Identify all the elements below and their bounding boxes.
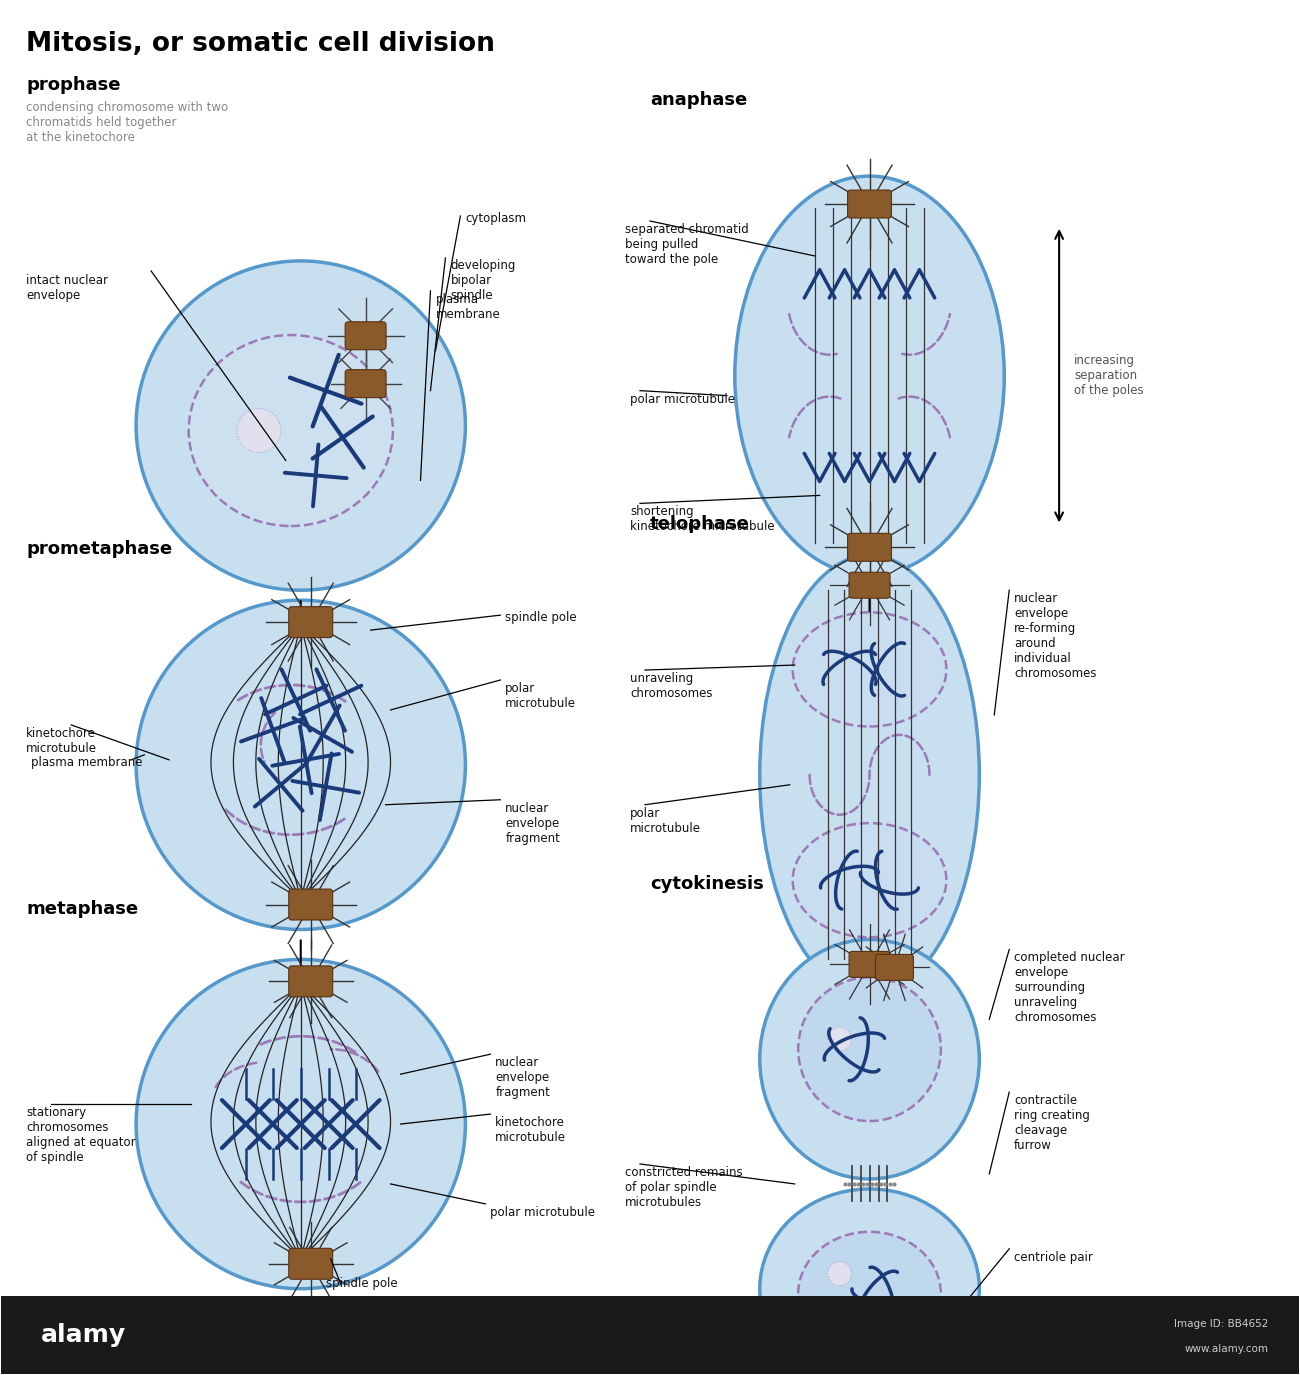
- Ellipse shape: [798, 978, 941, 1121]
- Text: spindle pole: spindle pole: [506, 610, 577, 624]
- Text: shortening
kinetochore microtubule: shortening kinetochore microtubule: [630, 506, 775, 534]
- Text: anaphase: anaphase: [650, 91, 748, 109]
- FancyBboxPatch shape: [849, 572, 890, 598]
- Text: telophase: telophase: [650, 516, 750, 534]
- Text: polar
microtubule: polar microtubule: [506, 682, 576, 710]
- Circle shape: [828, 1027, 852, 1052]
- Text: polar
microtubule: polar microtubule: [630, 807, 701, 835]
- Ellipse shape: [136, 261, 465, 590]
- Text: polar microtubule: polar microtubule: [630, 393, 734, 406]
- Ellipse shape: [759, 939, 979, 1178]
- Circle shape: [237, 408, 281, 452]
- Text: intact nuclear
envelope: intact nuclear envelope: [26, 274, 108, 302]
- Ellipse shape: [759, 556, 979, 994]
- Text: plasma
membrane: plasma membrane: [436, 293, 500, 320]
- FancyBboxPatch shape: [848, 190, 892, 219]
- Text: condensing chromosome with two
chromatids held together
at the kinetochore: condensing chromosome with two chromatid…: [26, 102, 229, 144]
- Text: cytokinesis: cytokinesis: [650, 874, 764, 892]
- FancyBboxPatch shape: [346, 370, 386, 397]
- Text: spindle pole: spindle pole: [326, 1277, 398, 1290]
- Ellipse shape: [759, 1189, 979, 1375]
- Text: increasing
separation
of the poles: increasing separation of the poles: [1074, 355, 1144, 397]
- Text: kinetochore
microtubule: kinetochore microtubule: [26, 727, 97, 755]
- Text: plasma membrane: plasma membrane: [31, 756, 143, 770]
- Text: completed nuclear
envelope
surrounding
unraveling
chromosomes: completed nuclear envelope surrounding u…: [1014, 951, 1124, 1024]
- FancyBboxPatch shape: [289, 606, 333, 638]
- FancyBboxPatch shape: [346, 322, 386, 349]
- Text: nuclear
envelope
re-forming
around
individual
chromosomes: nuclear envelope re-forming around indiv…: [1014, 593, 1097, 681]
- Ellipse shape: [734, 176, 1004, 575]
- FancyBboxPatch shape: [1, 1295, 1299, 1374]
- FancyBboxPatch shape: [289, 965, 333, 997]
- Text: nuclear
envelope
fragment: nuclear envelope fragment: [506, 802, 560, 844]
- Ellipse shape: [793, 612, 946, 726]
- Text: nuclear
envelope
fragment: nuclear envelope fragment: [495, 1056, 550, 1099]
- FancyBboxPatch shape: [289, 890, 333, 920]
- Text: Image ID: BB4652: Image ID: BB4652: [1174, 1319, 1269, 1328]
- Text: developing
bipolar
spindle: developing bipolar spindle: [450, 258, 516, 302]
- Ellipse shape: [136, 960, 465, 1288]
- Text: stationary
chromosomes
aligned at equator
of spindle: stationary chromosomes aligned at equato…: [26, 1106, 136, 1165]
- Text: prophase: prophase: [26, 76, 121, 95]
- FancyBboxPatch shape: [848, 534, 892, 561]
- FancyBboxPatch shape: [875, 954, 914, 980]
- Text: alamy: alamy: [42, 1323, 126, 1346]
- Text: prometaphase: prometaphase: [26, 540, 173, 558]
- Text: polar microtubule: polar microtubule: [490, 1206, 595, 1218]
- Text: separated chromatid
being pulled
toward the pole: separated chromatid being pulled toward …: [625, 223, 749, 265]
- Text: contractile
ring creating
cleavage
furrow: contractile ring creating cleavage furro…: [1014, 1094, 1091, 1152]
- Text: metaphase: metaphase: [26, 899, 139, 917]
- Text: Mitosis, or somatic cell division: Mitosis, or somatic cell division: [26, 32, 495, 58]
- Text: constricted remains
of polar spindle
microtubules: constricted remains of polar spindle mic…: [625, 1166, 742, 1209]
- Text: cytoplasm: cytoplasm: [465, 212, 526, 224]
- Text: centriole pair: centriole pair: [1014, 1251, 1093, 1264]
- Ellipse shape: [136, 600, 465, 930]
- Ellipse shape: [188, 336, 393, 527]
- Text: kinetochore
microtubule: kinetochore microtubule: [495, 1116, 567, 1144]
- Ellipse shape: [798, 1232, 941, 1356]
- FancyBboxPatch shape: [875, 1348, 914, 1374]
- Text: www.alamy.com: www.alamy.com: [1184, 1343, 1269, 1353]
- FancyBboxPatch shape: [289, 1248, 333, 1279]
- Text: unraveling
chromosomes: unraveling chromosomes: [630, 672, 712, 700]
- Ellipse shape: [793, 824, 946, 938]
- FancyBboxPatch shape: [849, 951, 890, 978]
- Circle shape: [828, 1262, 852, 1286]
